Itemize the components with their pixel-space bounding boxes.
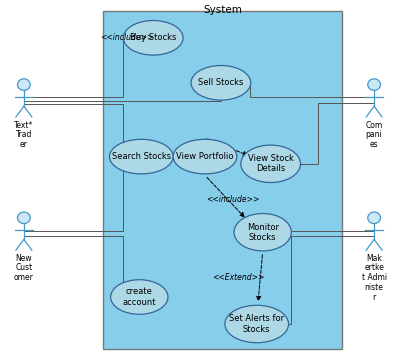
Text: System: System bbox=[203, 5, 242, 15]
Text: New
Cust
omer: New Cust omer bbox=[14, 254, 34, 282]
Ellipse shape bbox=[191, 66, 251, 100]
Text: Set Alerts for
Stocks: Set Alerts for Stocks bbox=[229, 314, 284, 334]
Text: Buy Stocks: Buy Stocks bbox=[130, 33, 176, 42]
Text: Text*
Trad
er: Text* Trad er bbox=[14, 121, 33, 149]
Text: Mak
ertke
t Admi
niste
r: Mak ertke t Admi niste r bbox=[361, 254, 387, 302]
Text: Search Stocks: Search Stocks bbox=[112, 152, 171, 161]
Text: Com
pani
es: Com pani es bbox=[365, 121, 383, 149]
Circle shape bbox=[368, 212, 380, 224]
Ellipse shape bbox=[109, 139, 173, 174]
Circle shape bbox=[368, 79, 380, 90]
Text: View Stock
Details: View Stock Details bbox=[248, 154, 294, 174]
Text: <<include>>: <<include>> bbox=[206, 195, 259, 204]
Text: <<include>>: <<include>> bbox=[101, 33, 154, 42]
Text: create
account: create account bbox=[123, 287, 156, 307]
FancyBboxPatch shape bbox=[103, 11, 342, 349]
Text: View Portfolio: View Portfolio bbox=[176, 152, 234, 161]
Ellipse shape bbox=[241, 145, 300, 183]
Circle shape bbox=[18, 79, 30, 90]
Text: <<Extend>>: <<Extend>> bbox=[212, 274, 264, 282]
Ellipse shape bbox=[234, 213, 291, 251]
Text: Sell Stocks: Sell Stocks bbox=[198, 78, 244, 87]
Ellipse shape bbox=[123, 21, 183, 55]
Ellipse shape bbox=[111, 280, 168, 314]
Circle shape bbox=[18, 212, 30, 224]
Ellipse shape bbox=[173, 139, 237, 174]
Ellipse shape bbox=[225, 305, 289, 343]
Text: Monitor
Stocks: Monitor Stocks bbox=[247, 222, 279, 242]
